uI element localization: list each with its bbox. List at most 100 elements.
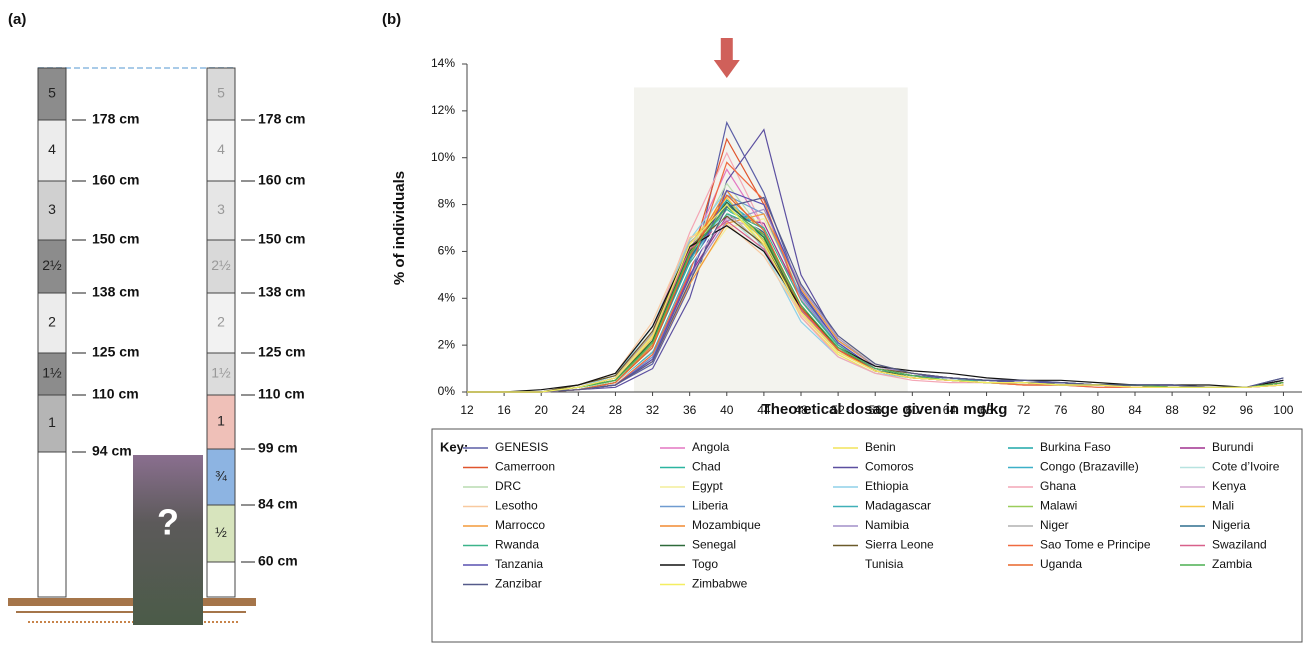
legend-label: Zimbabwe bbox=[692, 577, 748, 591]
height-label: 125 cm bbox=[92, 344, 139, 360]
pole-segment bbox=[206, 119, 236, 182]
x-tick-label: 84 bbox=[1128, 403, 1142, 417]
pole-segment bbox=[37, 352, 67, 396]
series-line bbox=[467, 196, 1284, 393]
legend-label: Mozambique bbox=[692, 518, 761, 532]
pole-segment bbox=[37, 292, 67, 354]
legend-label: Ghana bbox=[1040, 479, 1076, 493]
panel-label: (b) bbox=[382, 11, 401, 28]
child-photo bbox=[133, 455, 203, 625]
x-axis-title: Theoretical dosage given in mg/kg bbox=[762, 401, 1008, 418]
legend-label: Senegal bbox=[692, 538, 736, 552]
pole-segment bbox=[206, 292, 236, 354]
legend-label: Tanzania bbox=[495, 557, 543, 571]
legend-label: Chad bbox=[692, 460, 721, 474]
highlight-region bbox=[634, 87, 908, 392]
legend-label: DRC bbox=[495, 479, 521, 493]
ground bbox=[8, 598, 256, 606]
legend-label: Mali bbox=[1212, 499, 1234, 513]
segment-label: 1 bbox=[217, 413, 225, 429]
legend-label: Uganda bbox=[1040, 557, 1082, 571]
segment-label: 1 bbox=[48, 414, 56, 430]
legend-label: Zanzibar bbox=[495, 577, 542, 591]
legend-label: Kenya bbox=[1212, 479, 1246, 493]
x-tick-label: 72 bbox=[1017, 403, 1031, 417]
segment-label: 2½ bbox=[211, 257, 231, 273]
x-tick-label: 76 bbox=[1054, 403, 1068, 417]
legend-label: Egypt bbox=[692, 479, 723, 493]
segment-label: 2 bbox=[48, 314, 56, 330]
legend-title: Key: bbox=[440, 439, 468, 454]
segment-label: ¾ bbox=[215, 468, 227, 484]
series-line bbox=[467, 203, 1284, 393]
legend-label: Liberia bbox=[692, 499, 728, 513]
height-label: 150 cm bbox=[92, 231, 139, 247]
legend-label: Madagascar bbox=[865, 499, 931, 513]
legend-label: Swaziland bbox=[1212, 538, 1267, 552]
legend-label: Cote d’Ivoire bbox=[1212, 460, 1280, 474]
x-tick-label: 24 bbox=[572, 403, 586, 417]
x-tick-label: 48 bbox=[794, 403, 808, 417]
legend-label: Burundi bbox=[1212, 440, 1253, 454]
legend-label: Benin bbox=[865, 440, 896, 454]
x-tick-label: 64 bbox=[943, 403, 957, 417]
legend-label: Comoros bbox=[865, 460, 914, 474]
x-tick-label: 44 bbox=[757, 403, 771, 417]
legend-label: Ethiopia bbox=[865, 479, 909, 493]
legend-label: Lesotho bbox=[495, 499, 538, 513]
legend-label: Namibia bbox=[865, 518, 909, 532]
height-label: 60 cm bbox=[258, 553, 298, 569]
legend-label: Congo (Brazaville) bbox=[1040, 460, 1139, 474]
y-tick-label: 4% bbox=[438, 290, 456, 304]
segment-label: 5 bbox=[48, 85, 56, 101]
height-label: 150 cm bbox=[258, 231, 305, 247]
legend-label: Nigeria bbox=[1212, 518, 1250, 532]
height-label: 138 cm bbox=[258, 284, 305, 300]
pole-segment bbox=[206, 448, 236, 506]
x-tick-label: 12 bbox=[460, 403, 474, 417]
segment-label: 2 bbox=[217, 314, 225, 330]
height-label: 178 cm bbox=[258, 111, 305, 127]
series-line bbox=[467, 206, 1284, 393]
legend-label: Togo bbox=[692, 557, 718, 571]
pole-base bbox=[37, 451, 67, 598]
y-tick-label: 2% bbox=[438, 337, 456, 351]
height-label: 94 cm bbox=[92, 443, 132, 459]
legend-label: Camerroon bbox=[495, 460, 555, 474]
dose-arrow bbox=[713, 38, 740, 78]
x-tick-label: 88 bbox=[1165, 403, 1179, 417]
x-tick-label: 100 bbox=[1273, 403, 1293, 417]
y-tick-label: 14% bbox=[431, 56, 455, 70]
pole-segment bbox=[206, 67, 236, 121]
legend-label: Zambia bbox=[1212, 557, 1252, 571]
segment-label: 3 bbox=[48, 201, 56, 217]
x-tick-label: 36 bbox=[683, 403, 697, 417]
x-tick-label: 16 bbox=[497, 403, 511, 417]
x-tick-label: 56 bbox=[869, 403, 883, 417]
legend-label: Tunisia bbox=[865, 557, 904, 571]
segment-label: 1½ bbox=[42, 365, 62, 381]
x-tick-label: 68 bbox=[980, 403, 994, 417]
legend-label: Niger bbox=[1040, 518, 1069, 532]
x-tick-label: 28 bbox=[609, 403, 623, 417]
y-tick-label: 6% bbox=[438, 244, 456, 258]
height-label: 110 cm bbox=[92, 386, 139, 402]
legend-label: GENESIS bbox=[495, 440, 548, 454]
y-axis-title: % of individuals bbox=[391, 171, 408, 285]
pole-segment bbox=[37, 119, 67, 182]
y-tick-label: 10% bbox=[431, 150, 455, 164]
y-tick-label: 8% bbox=[438, 197, 456, 211]
pole-base bbox=[206, 561, 236, 598]
legend-label: Marrocco bbox=[495, 518, 545, 532]
x-tick-label: 20 bbox=[535, 403, 549, 417]
pole-segment bbox=[37, 394, 67, 453]
photo-question: ? bbox=[157, 502, 179, 543]
height-label: 178 cm bbox=[92, 111, 139, 127]
pole-segment bbox=[37, 180, 67, 241]
height-label: 160 cm bbox=[258, 172, 305, 188]
legend-label: Sao Tome e Principe bbox=[1040, 538, 1151, 552]
pole-segment bbox=[206, 239, 236, 294]
height-label: 125 cm bbox=[258, 344, 305, 360]
segment-label: 1½ bbox=[211, 365, 231, 381]
legend-box bbox=[431, 428, 1303, 643]
